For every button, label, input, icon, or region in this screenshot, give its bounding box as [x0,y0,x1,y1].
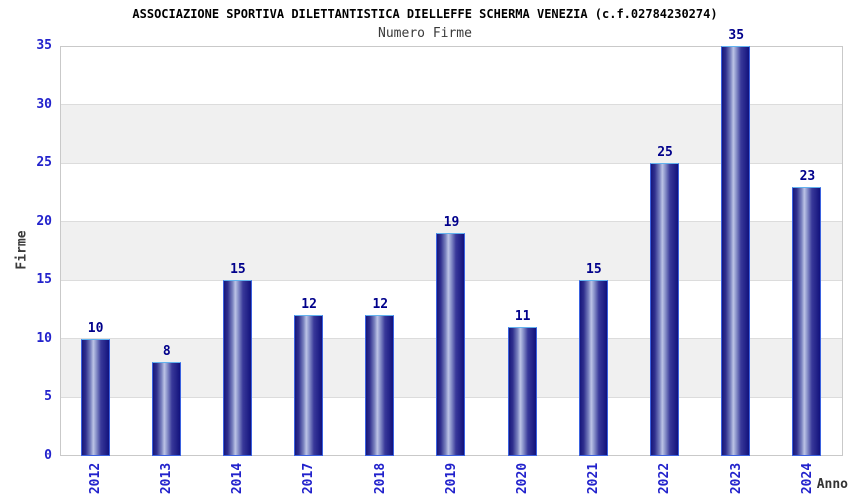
bar-value-label: 10 [87,320,104,336]
bar-column: 15 [558,46,629,456]
x-tick-label: 2012 [60,458,131,498]
bar [80,338,110,456]
bar-column: 23 [772,46,843,456]
y-tick-label: 15 [36,272,52,288]
y-tick-label: 30 [36,96,52,112]
x-tick-label: 2023 [701,458,772,498]
x-tick-label: 2019 [416,458,487,498]
chart-title: ASSOCIAZIONE SPORTIVA DILETTANTISTICA DI… [132,7,718,21]
x-tick-label-text: 2021 [586,462,602,494]
bar-value-label: 23 [799,168,816,184]
grid-band [61,104,842,163]
bar [578,280,608,456]
grid-band [61,162,842,222]
bar-column: 8 [131,46,202,456]
grid-band [61,47,842,105]
bar-column: 15 [202,46,273,456]
x-tick-label: 2020 [487,458,558,498]
bar-column: 12 [345,46,416,456]
x-tick-label: 2014 [202,458,273,498]
bar-value-label: 12 [301,297,317,313]
bar [507,327,537,456]
bar-value-label: 11 [514,309,531,325]
x-tick-label: 2022 [629,458,700,498]
bar-value-label: 25 [657,145,673,161]
x-axis-title: Anno [816,477,848,492]
bar-column: 25 [629,46,700,456]
y-axis: 35 30 25 20 15 10 5 0 [0,39,52,463]
x-tick-label-text: 2023 [728,462,744,494]
y-tick-label: 20 [36,213,52,229]
x-tick-label: 2017 [274,458,345,498]
x-tick-label-text: 2022 [657,462,673,494]
bar-value-label: 35 [728,28,745,43]
x-tick-label: 2013 [131,458,202,498]
bar [436,233,466,456]
bar [721,46,751,456]
bar [151,362,181,456]
bar-column: 35 [701,29,772,456]
y-tick-label: 10 [36,330,52,346]
bar-value-label: 15 [586,262,602,278]
x-tick-label-text: 2013 [159,462,175,494]
chart-subtitle: Numero Firme [378,26,472,41]
bar-column: 19 [416,46,487,456]
y-tick-label: 25 [36,155,52,171]
bar-value-label: 8 [162,344,171,360]
bar-value-label: 19 [443,215,460,231]
bars-layer: 10 8 15 12 12 19 11 15 25 35 23 [60,29,843,456]
x-axis: 2012 2013 2014 2017 2018 2019 2020 2021 2022 2023… [60,458,843,500]
x-tick-label-text: 2017 [301,462,317,494]
y-tick-label: 0 [44,448,52,463]
x-tick-label-text: 2018 [372,462,388,494]
x-tick-label: 2018 [345,458,416,498]
x-tick-label-text: 2024 [799,462,815,494]
y-tick-label: 35 [36,38,52,53]
bar-column: 10 [60,46,131,456]
bar [650,163,680,456]
bar-value-label: 15 [230,262,246,278]
bar-column: 11 [487,46,558,456]
bar-column: 12 [274,46,345,456]
x-tick-label-text: 2012 [88,462,104,494]
x-tick-label-text: 2019 [443,462,459,494]
bar [222,280,252,456]
bar [365,315,395,456]
bar [792,186,822,456]
x-tick-label-text: 2020 [515,462,531,494]
y-tick-label: 5 [44,389,52,405]
x-tick-label: 2021 [558,458,629,498]
bar [294,315,324,456]
x-tick-label-text: 2014 [230,462,246,494]
bar-value-label: 12 [372,297,389,313]
